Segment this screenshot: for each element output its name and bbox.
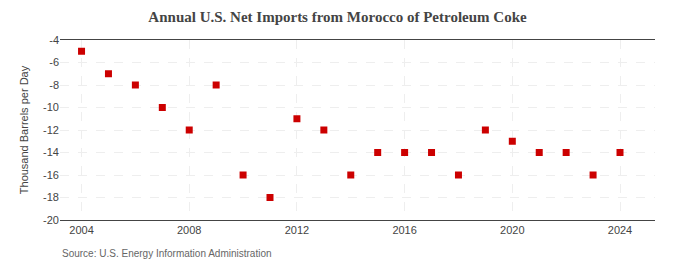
svg-text:-20: -20 bbox=[43, 214, 59, 226]
svg-text:2020: 2020 bbox=[500, 224, 524, 236]
svg-text:-12: -12 bbox=[43, 124, 59, 136]
svg-text:-16: -16 bbox=[43, 169, 59, 181]
svg-text:Thousand Barrels per Day: Thousand Barrels per Day bbox=[18, 65, 30, 194]
svg-text:2024: 2024 bbox=[608, 224, 632, 236]
svg-text:-8: -8 bbox=[49, 79, 59, 91]
svg-text:2008: 2008 bbox=[177, 224, 201, 236]
svg-text:2004: 2004 bbox=[69, 224, 93, 236]
svg-text:2016: 2016 bbox=[392, 224, 416, 236]
svg-text:Source: U.S. Energy Informatio: Source: U.S. Energy Information Administ… bbox=[62, 248, 272, 259]
svg-text:-4: -4 bbox=[49, 34, 59, 46]
svg-text:-10: -10 bbox=[43, 101, 59, 113]
svg-text:-6: -6 bbox=[49, 56, 59, 68]
svg-text:-14: -14 bbox=[43, 146, 59, 158]
svg-text:2012: 2012 bbox=[285, 224, 309, 236]
svg-text:-18: -18 bbox=[43, 191, 59, 203]
svg-text:Annual U.S. Net Imports from M: Annual U.S. Net Imports from Morocco of … bbox=[148, 9, 527, 25]
